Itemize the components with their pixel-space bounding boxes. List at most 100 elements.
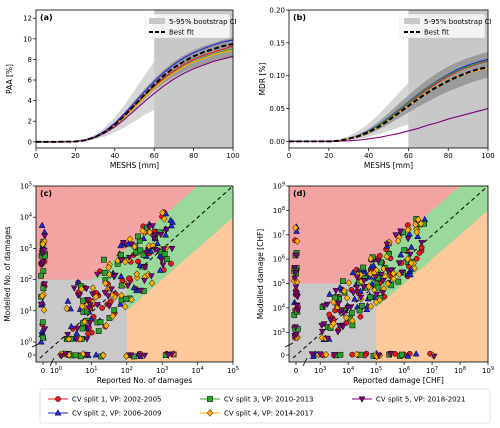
scatter-point-4: [390, 275, 397, 283]
scatter-point-2: [168, 222, 175, 229]
legend-label-3: CV split 3, VP: 2010-2013: [224, 396, 314, 404]
x-tick-label: 100: [226, 152, 239, 160]
scatter-point-5: [141, 264, 149, 271]
x-axis-label: MESHS [mm]: [364, 161, 413, 170]
y-tick-label: 101: [20, 306, 32, 315]
scatter-point-5: [137, 287, 145, 295]
scatter-point-5: [353, 284, 361, 292]
y-tick-label: 104: [273, 303, 285, 312]
scatter-point-5: [101, 290, 109, 297]
scatter-point-4: [121, 302, 129, 311]
scatter-point-1: [416, 250, 423, 256]
y-tick-label: 104: [20, 213, 32, 222]
x-tick-exponent: 3: [165, 366, 168, 372]
y-tick-label: 107: [273, 230, 285, 239]
scatter-point-3: [111, 307, 118, 313]
scatter-point-4: [292, 224, 299, 232]
legend-box: [144, 13, 231, 39]
scatter-point-5: [379, 290, 387, 297]
axes-frame: [35, 9, 234, 149]
scatter-point-2: [412, 350, 420, 357]
scatter-point-4: [161, 215, 168, 223]
region-red: [36, 186, 233, 280]
y-tick-label: 106: [273, 255, 285, 264]
scatter-point-5: [37, 301, 45, 309]
scatter-point-5: [293, 303, 301, 310]
panel-c-damage-count-scatter: 0 100 101 102 103 104 1050100101102103104105Re…: [3, 182, 239, 386]
y-tick-label: 102: [20, 275, 32, 284]
x-axis-label: Reported damage [CHF]: [353, 376, 444, 385]
legend-fit-label: Best fit: [424, 29, 449, 37]
scatter-point-4: [367, 302, 375, 311]
x-tick-exponent: 2: [130, 366, 133, 372]
scatter-point-5: [41, 281, 48, 288]
scatter-point-5: [320, 321, 328, 328]
legend-fit-label: Best fit: [169, 29, 194, 37]
ci-band-inner: [36, 37, 233, 142]
x-tick-exponent: 5: [236, 366, 239, 372]
scatter-point-5: [128, 241, 136, 248]
scatter-point-5: [127, 352, 135, 359]
ci-band-outer: [289, 38, 488, 142]
scatter-point-5: [57, 353, 65, 360]
scatter-point-5: [379, 277, 387, 285]
region-orange: [126, 217, 233, 362]
ci-band-outer: [36, 12, 233, 142]
legend-ci-label: 5-95% bootstrap CI: [169, 18, 237, 26]
scatter-point-4: [103, 321, 110, 330]
scatter-point-5: [291, 275, 299, 282]
x-axis-label: MESHS [mm]: [110, 161, 159, 170]
y-tick-exponent: 6: [282, 255, 285, 261]
y-tick-exponent: 4: [282, 303, 285, 309]
scatter-point-4: [128, 296, 135, 304]
scatter-point-4: [294, 237, 301, 246]
panel-label: (a): [40, 13, 53, 22]
scatter-point-2: [407, 243, 415, 250]
x-tick-label: 60: [150, 152, 159, 160]
scatter-point-4: [372, 298, 380, 307]
scatter-point-5: [320, 303, 328, 310]
scatter-point-5: [353, 274, 361, 281]
y-tick-label: 0.00: [269, 138, 285, 146]
scatter-point-5: [76, 292, 84, 299]
scatter-point-5: [404, 236, 412, 243]
scatter-point-5: [397, 228, 404, 235]
legend-box: [399, 13, 486, 39]
scatter-point-5: [104, 293, 112, 300]
y-tick-label: 0: [28, 352, 32, 360]
y-tick-label: 109: [273, 182, 285, 191]
x-tick-label: 104: [192, 366, 204, 375]
y-tick-label: 103: [20, 244, 32, 253]
scatter-point-3: [95, 328, 102, 334]
x-tick-exponent: 1: [94, 366, 97, 372]
scatter-point-5: [398, 269, 406, 277]
scatter-point-5: [125, 254, 133, 262]
scatter-point-2: [397, 251, 405, 258]
scatter-point-4: [63, 304, 70, 313]
y-axis-label: MDR [%]: [258, 63, 267, 96]
scatter-point-5: [142, 250, 150, 257]
scatter-point-5: [163, 226, 171, 234]
x-tick-label: 100: [481, 152, 494, 160]
scatter-point-5: [110, 274, 118, 281]
y-tick-label: 12: [23, 15, 32, 23]
scatter-point-5: [64, 332, 72, 339]
legend-marker-4: [206, 409, 214, 417]
scatter-point-5: [375, 352, 383, 360]
scatter-point-4: [146, 228, 153, 236]
scatter-point-3: [348, 310, 355, 316]
scatter-point-4: [322, 350, 330, 359]
scatter-point-5: [157, 232, 165, 239]
legend-ci-swatch: [404, 18, 420, 24]
x-tick-label: 40: [364, 152, 373, 160]
x-axis-label: Reported No. of damages: [97, 376, 193, 385]
scatter-point-2: [156, 266, 164, 273]
scatter-point-3: [161, 251, 168, 257]
scatter-point-4: [123, 352, 130, 361]
scatter-point-5: [141, 277, 148, 285]
scatter-point-3: [72, 352, 79, 359]
scatter-point-2: [349, 268, 357, 276]
x-tick-label: 108: [454, 366, 466, 375]
scatter-point-4: [411, 264, 418, 273]
scatter-point-2: [73, 329, 81, 336]
